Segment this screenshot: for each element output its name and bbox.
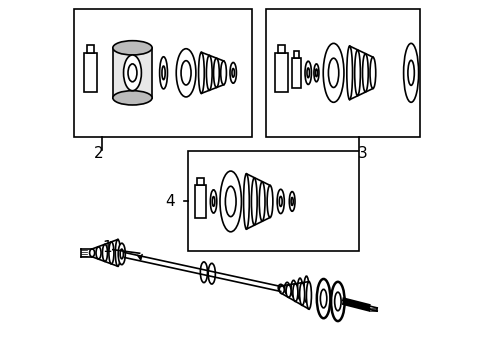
Ellipse shape [404, 43, 418, 102]
Ellipse shape [355, 50, 360, 96]
Ellipse shape [408, 60, 415, 85]
Ellipse shape [279, 286, 284, 294]
Bar [197, 178, 203, 185]
Ellipse shape [212, 197, 215, 206]
Ellipse shape [160, 57, 168, 89]
Ellipse shape [320, 289, 327, 308]
Ellipse shape [314, 64, 319, 82]
Ellipse shape [363, 54, 368, 92]
Bar [292, 58, 301, 88]
Text: 1: 1 [103, 240, 112, 255]
Bar [195, 185, 206, 218]
Ellipse shape [370, 57, 376, 89]
Ellipse shape [225, 186, 236, 217]
Ellipse shape [208, 263, 215, 284]
Polygon shape [267, 9, 420, 137]
Ellipse shape [291, 280, 296, 297]
Ellipse shape [317, 279, 330, 318]
Bar [87, 45, 94, 53]
Ellipse shape [206, 55, 212, 90]
Ellipse shape [297, 278, 302, 300]
Ellipse shape [176, 49, 196, 97]
Ellipse shape [198, 52, 204, 93]
Ellipse shape [96, 247, 101, 259]
Bar [294, 51, 299, 58]
Ellipse shape [279, 197, 282, 206]
Ellipse shape [285, 282, 290, 294]
Ellipse shape [118, 243, 125, 265]
Bar [84, 53, 97, 93]
Text: 2: 2 [94, 146, 103, 161]
Ellipse shape [335, 292, 341, 311]
Ellipse shape [331, 282, 344, 321]
Ellipse shape [306, 282, 312, 309]
Ellipse shape [278, 284, 283, 292]
Ellipse shape [113, 41, 152, 55]
Ellipse shape [181, 61, 191, 85]
Ellipse shape [210, 190, 217, 213]
Ellipse shape [123, 55, 142, 91]
Ellipse shape [220, 171, 242, 232]
Ellipse shape [232, 68, 234, 77]
Ellipse shape [328, 58, 339, 87]
Text: 3: 3 [358, 146, 368, 161]
Ellipse shape [109, 242, 114, 264]
Ellipse shape [200, 262, 207, 283]
Ellipse shape [120, 249, 123, 259]
Ellipse shape [251, 178, 257, 225]
Polygon shape [188, 152, 359, 251]
Bar [275, 53, 288, 93]
Ellipse shape [90, 249, 95, 257]
Ellipse shape [307, 68, 310, 78]
Ellipse shape [113, 91, 152, 105]
Bar [113, 48, 152, 98]
Ellipse shape [267, 185, 273, 217]
Polygon shape [74, 9, 252, 137]
Ellipse shape [323, 43, 344, 102]
Ellipse shape [162, 66, 165, 80]
Ellipse shape [304, 276, 309, 302]
Text: 4: 4 [166, 194, 175, 209]
Ellipse shape [305, 61, 312, 85]
Ellipse shape [347, 46, 352, 100]
Ellipse shape [291, 198, 293, 205]
Ellipse shape [102, 244, 107, 261]
Ellipse shape [259, 182, 265, 221]
Ellipse shape [115, 239, 121, 266]
Bar [278, 45, 285, 53]
Ellipse shape [230, 63, 237, 83]
Ellipse shape [128, 64, 137, 82]
Ellipse shape [300, 283, 305, 305]
Ellipse shape [277, 189, 284, 213]
Ellipse shape [289, 192, 295, 211]
Ellipse shape [244, 174, 249, 229]
Ellipse shape [293, 284, 298, 301]
Ellipse shape [214, 58, 220, 87]
Ellipse shape [286, 285, 291, 297]
Ellipse shape [316, 69, 318, 77]
Ellipse shape [220, 61, 226, 85]
